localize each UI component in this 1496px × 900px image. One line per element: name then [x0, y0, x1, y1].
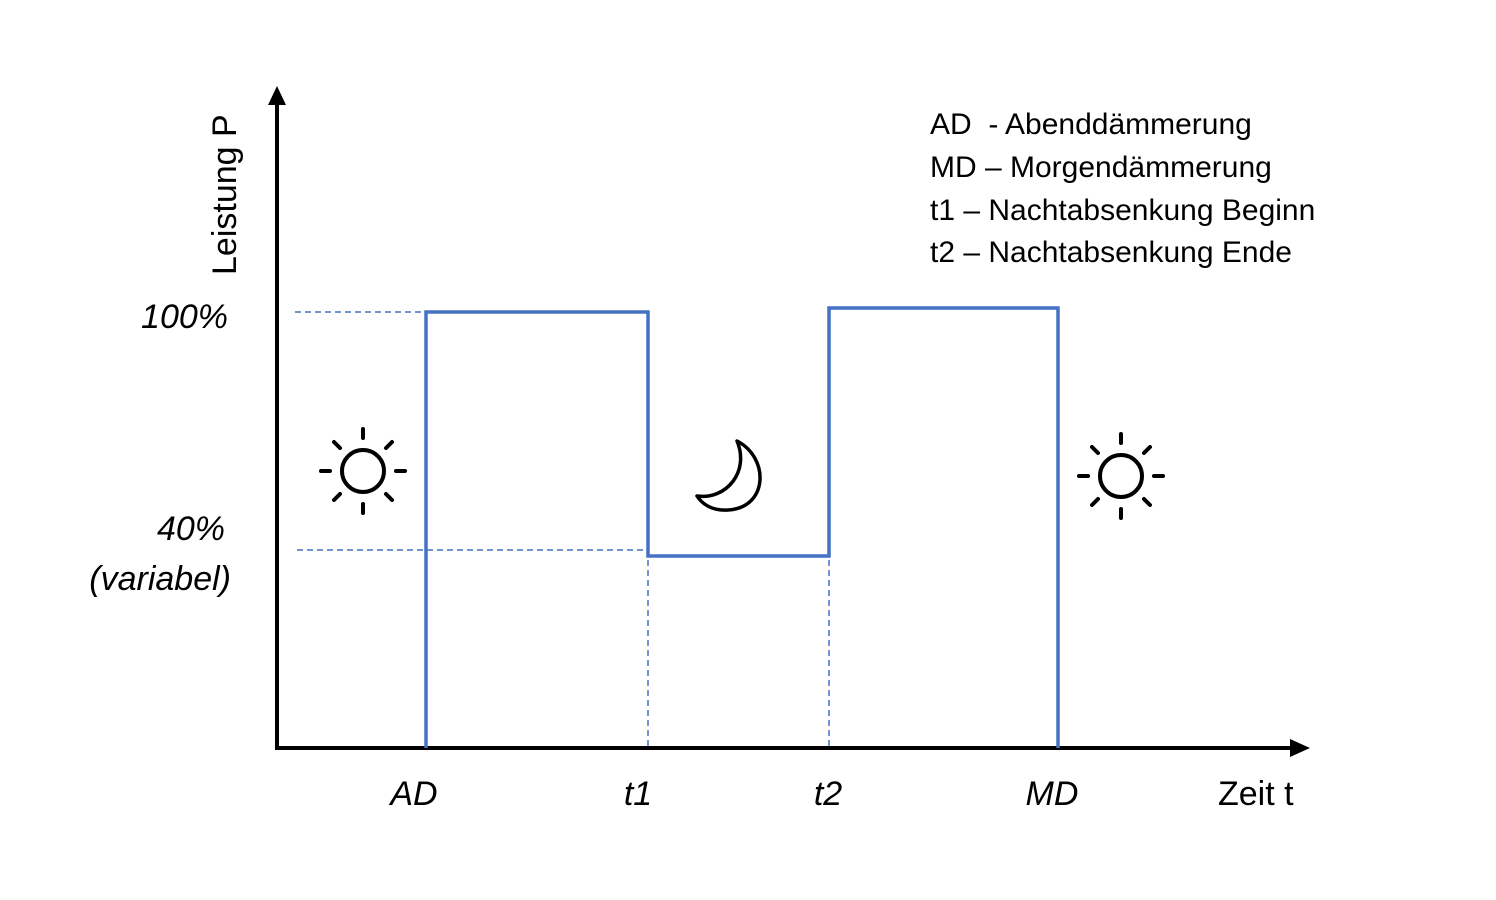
y-tick-label-40: 40% — [157, 510, 225, 548]
power-profile-line — [424, 306, 1060, 748]
sun-icon — [319, 427, 407, 515]
x-axis-arrowhead — [1290, 739, 1310, 757]
x-axis-label: Zeit t — [1218, 775, 1294, 813]
legend-item-t2: t2 – Nachtabsenkung Ende — [930, 236, 1292, 269]
x-tick-label-ad: AD — [388, 775, 437, 813]
x-tick-label-md: MD — [1026, 775, 1079, 813]
moon-icon — [695, 439, 762, 512]
legend: AD - Abenddämmerung MD – Morgendämmerung… — [930, 108, 1315, 269]
legend-item-ad: AD - Abenddämmerung — [930, 108, 1252, 141]
y-tick-label-100: 100% — [141, 298, 228, 336]
x-tick-label-t2: t2 — [814, 775, 842, 813]
legend-item-t1: t1 – Nachtabsenkung Beginn — [930, 194, 1315, 227]
x-tick-label-t1: t1 — [624, 775, 652, 813]
legend-item-md: MD – Morgendämmerung — [930, 151, 1272, 184]
y-tick-sublabel-40: (variabel) — [89, 560, 231, 598]
sun-icon — [1077, 432, 1165, 520]
y-axis-label: Leistung P — [206, 114, 244, 275]
y-axis-arrowhead — [268, 86, 286, 105]
